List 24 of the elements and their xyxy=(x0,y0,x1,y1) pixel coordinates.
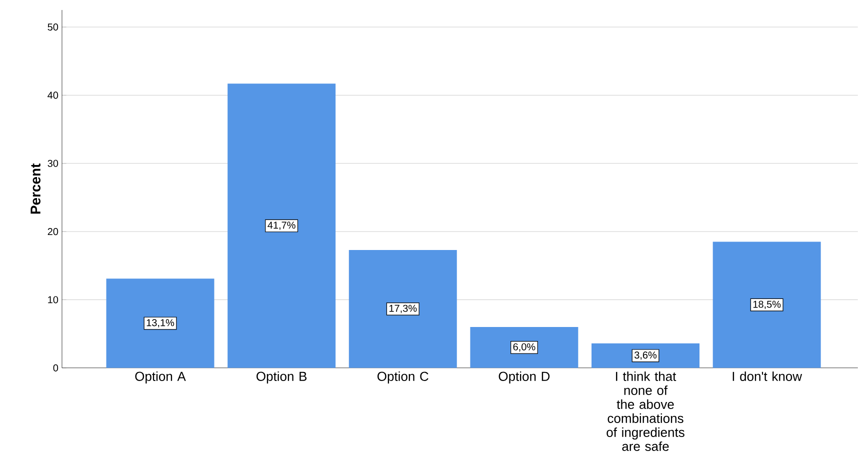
x-tick-label: I don't know xyxy=(732,371,802,382)
data-label: 41,7% xyxy=(268,222,296,230)
y-tick-label: 50 xyxy=(48,24,58,31)
data-label: 3,6% xyxy=(634,352,657,360)
y-tick-label: 0 xyxy=(53,364,58,372)
x-tick-label: Option D xyxy=(498,371,550,384)
bar xyxy=(470,327,578,368)
bar xyxy=(106,278,214,368)
x-tick-label: I think that none of the above combinations of ingredients are safe xyxy=(606,371,684,452)
y-axis-title: Percent xyxy=(30,164,40,214)
bar xyxy=(348,250,457,368)
y-tick-label: 30 xyxy=(48,160,58,167)
x-tick-label: Option B xyxy=(256,371,307,384)
x-tick-label: Option C xyxy=(377,371,428,384)
data-label: 13,1% xyxy=(146,319,174,328)
bar xyxy=(228,84,336,368)
data-label: 6,0% xyxy=(513,343,536,352)
y-tick-label: 10 xyxy=(48,296,58,304)
y-tick-label: 20 xyxy=(48,228,58,236)
x-tick-label: Option A xyxy=(135,371,186,384)
y-tick-label: 40 xyxy=(48,92,58,99)
bar xyxy=(712,242,821,368)
data-label: 18,5% xyxy=(753,300,781,310)
data-label: 17,3% xyxy=(389,304,417,314)
